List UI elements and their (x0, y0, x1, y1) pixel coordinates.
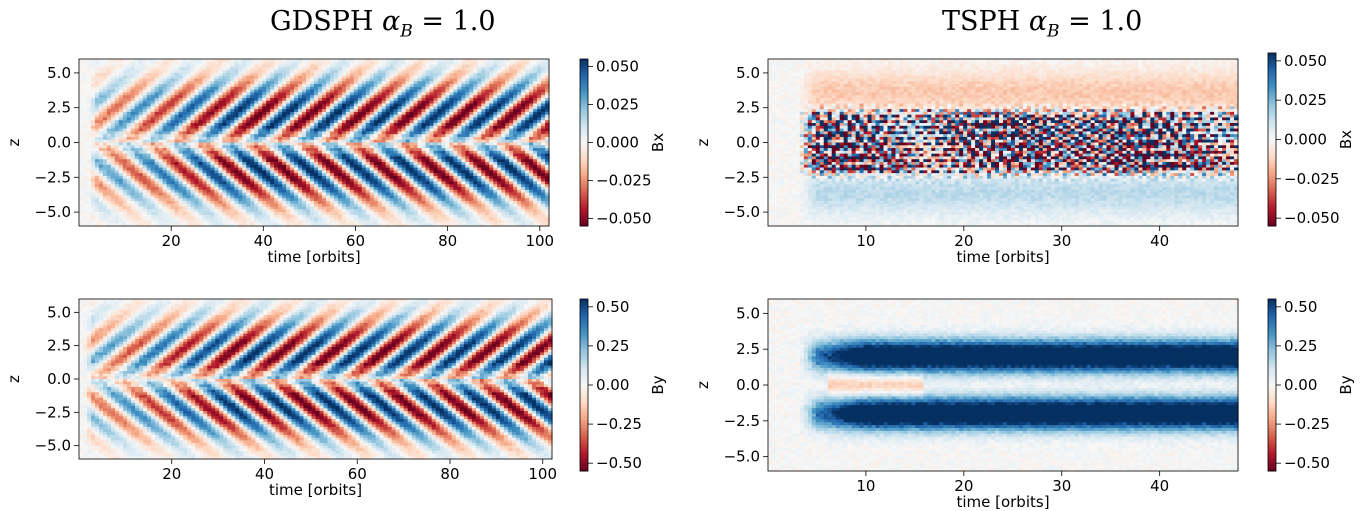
gdsph-bx-heatmap (79, 59, 550, 227)
